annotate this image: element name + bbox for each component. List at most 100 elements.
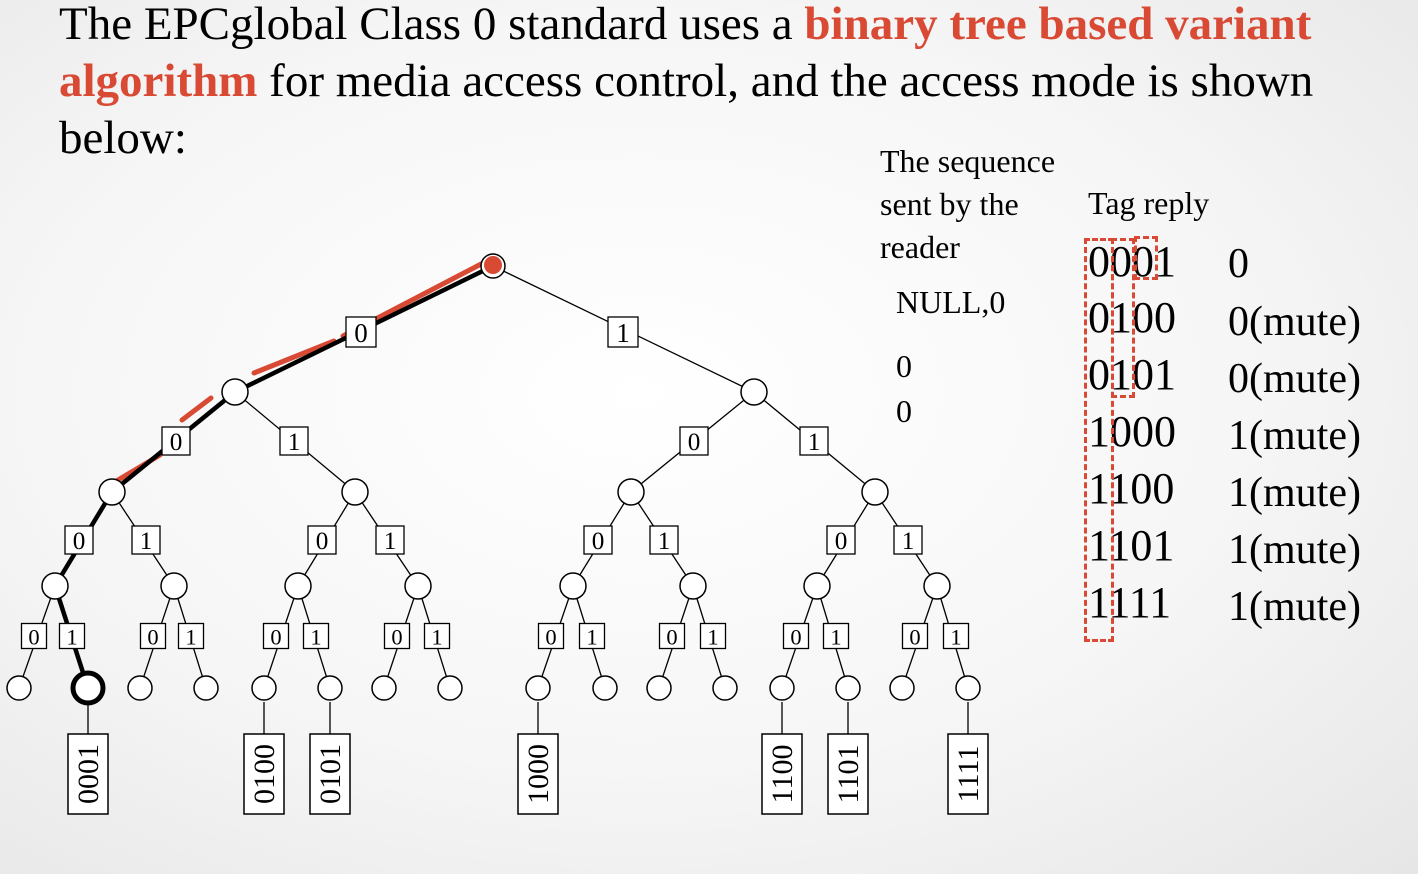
branch-label-zero-box [658,622,686,650]
branch-label-one: 1 [279,426,309,456]
branch-label-zero-text: 0 [28,624,39,649]
branch-label-zero-box [64,525,94,555]
branch-label-one-text: 1 [707,624,718,649]
branch-label-zero-box [537,622,565,650]
branch-label-zero-box [679,426,709,456]
reply-header: Tag reply [1088,185,1210,221]
branch-label-one-box [423,622,451,650]
branch-label-one-box [58,622,86,650]
tag-id-text: 1111 [952,746,985,803]
tag-reply-5: 1(mute) [1228,470,1361,516]
root-marker [484,256,502,274]
tree-node [341,478,369,506]
branch-label-one-box [131,525,161,555]
branch-label-one: 1 [942,622,970,649]
branch-label-one-text: 1 [140,528,153,555]
sequence-item-2: 0 [896,348,912,384]
branch-label-zero: 0 [679,426,709,456]
branch-label-one-box [799,426,829,456]
tree-node [559,572,587,600]
branch-label-one: 1 [893,525,923,555]
heading-text-3: for media access control, and the access… [59,55,1314,164]
branch-label-zero-box [307,525,337,555]
branch-label-one-text: 1 [310,624,321,649]
branch-label-one: 1 [131,525,161,555]
branch-label-one-box [302,622,330,650]
tag-id-frame [761,733,803,815]
tag-id-text: 0101 [314,744,347,804]
tag-id-frame [309,733,351,815]
branch-label-one: 1 [822,622,850,649]
branch-label-zero: 0 [345,316,377,348]
branch-label-one-text: 1 [431,624,442,649]
branch-label-zero-text: 0 [835,528,848,555]
tag-code-6: 1101 [1088,521,1175,570]
leaf-node [592,675,618,701]
branch-label-zero-box [139,622,167,650]
bit-3-highlight-box [1134,236,1158,280]
leaf-node [317,675,343,701]
branch-label-one-box [699,622,727,650]
tag-id-text: 1100 [766,745,799,804]
highlight-segment [251,338,337,376]
branch-label-zero: 0 [161,426,191,456]
heading: The EPCglobal Class 0 standard uses a bi… [59,0,1359,167]
branch-label-one-text: 1 [616,318,630,348]
tree-node [803,572,831,600]
branch-label-one-text: 1 [185,624,196,649]
branch-label-zero: 0 [20,622,48,649]
tag-id-box: 1101 [827,702,869,815]
branch-label-one: 1 [58,622,86,650]
branch-label-zero: 0 [383,622,411,649]
branch-label-one: 1 [607,316,639,348]
branch-label-zero: 0 [658,622,686,650]
tag-id-box: 1100 [761,702,803,815]
branch-label-zero-text: 0 [147,624,158,649]
tag-id-box: 0001 [67,702,109,815]
tag-code-7: 1111 [1088,578,1172,627]
branch-label-one-text: 1 [808,429,821,456]
tag-id-text: 1101 [832,745,865,804]
branch-label-one: 1 [699,622,727,650]
leaf-node [889,675,915,701]
branch-label-one: 1 [375,525,405,555]
leaf-node [835,675,861,701]
tag-id-frame [517,733,559,815]
tag-id-frame [67,733,109,815]
branch-label-one-box [893,525,923,555]
tree-node [861,478,889,506]
tree-node [617,478,645,506]
branch-label-zero: 0 [901,622,929,649]
leaf-node [646,675,672,701]
tag-reply-3: 0(mute) [1228,356,1361,402]
branch-label-zero-text: 0 [73,528,86,555]
branch-label-one-box [279,426,309,456]
branch-label-zero-text: 0 [391,624,402,649]
branch-label-zero-text: 0 [170,429,183,456]
branch-label-zero-text: 0 [592,528,605,555]
branch-label-one-box [607,316,639,348]
tag-id-text: 1000 [522,744,555,804]
branch-label-one-text: 1 [288,429,301,456]
leaf-node [769,675,795,701]
tag-id-frame [243,733,285,815]
branch-label-zero: 0 [262,622,290,649]
branch-label-zero: 0 [64,525,94,555]
branch-label-zero: 0 [307,525,337,555]
tag-reply-1: 0 [1228,241,1249,287]
tree-node [160,572,188,600]
branch-label-zero: 0 [782,622,810,650]
branch-label-zero-box [782,622,810,650]
branch-label-zero-text: 0 [666,624,677,649]
tag-id-box: 1111 [947,702,989,815]
branch-label-one-text: 1 [586,624,597,649]
branch-label-zero: 0 [139,622,167,650]
leaf-node [437,675,463,701]
bit-2-highlight-box [1111,238,1135,398]
bit-1-highlight-box [1084,238,1114,642]
branch-label-one: 1 [578,622,606,649]
branch-label-one-box [375,525,405,555]
branch-label-one: 1 [177,622,205,649]
sequence-header-line-3: reader [880,229,960,265]
